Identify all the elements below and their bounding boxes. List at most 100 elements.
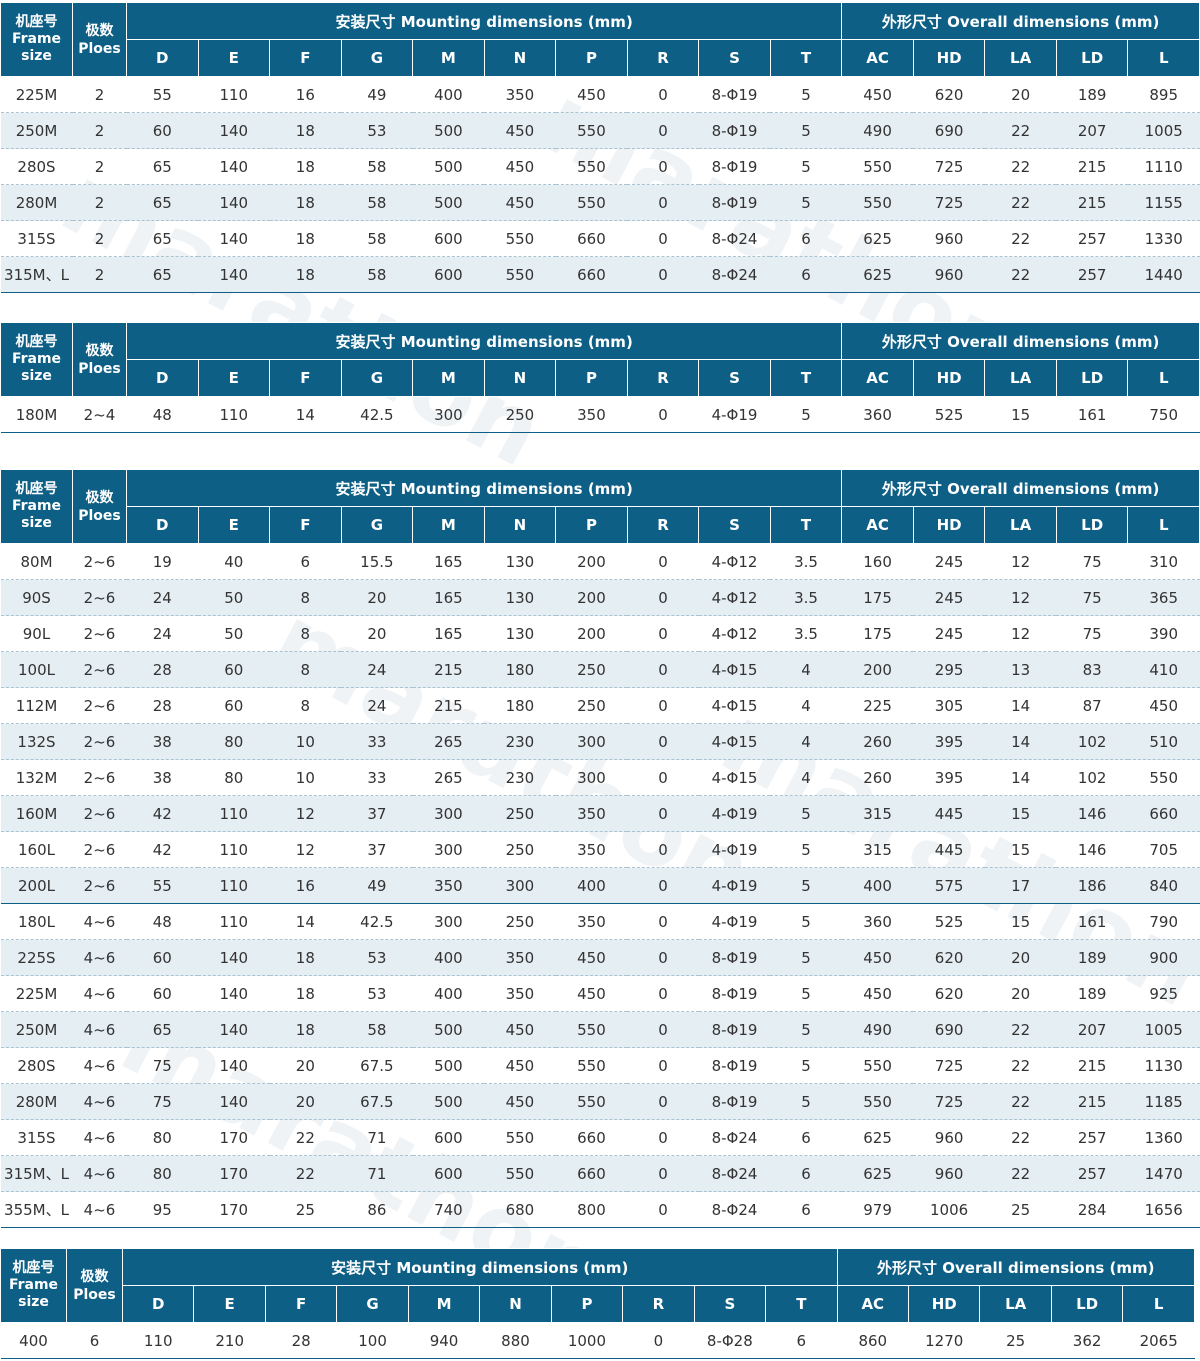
frame-size-cell: 315M、L — [0, 1155, 73, 1192]
poles-cell: 2 — [72, 148, 127, 185]
dimension-cell: 180 — [484, 687, 556, 724]
dimension-cell: 22 — [984, 256, 1057, 293]
dimension-cell: 5 — [770, 148, 842, 185]
dimension-cell: 257 — [1056, 220, 1128, 257]
dimension-cell: 80 — [198, 759, 270, 796]
dimension-cell: 215 — [1056, 184, 1128, 221]
column-header-g: G — [340, 506, 414, 544]
column-header-f: F — [269, 359, 342, 397]
dimension-cell: 960 — [913, 1119, 985, 1156]
column-header-t: T — [769, 506, 843, 544]
frame-size-cell: 100L — [0, 651, 73, 688]
table-row: 280S 2 65 140 18 58 500 450 550 0 8-Φ19 5 550 725 22 21… — [0, 148, 1200, 185]
dimension-cell: 350 — [484, 76, 556, 113]
dimension-cell: 4-Φ12 — [698, 543, 771, 580]
dimension-cell: 4-Φ19 — [698, 396, 771, 433]
dimension-cell: 0 — [627, 1155, 699, 1192]
dimension-cell: 15 — [984, 396, 1057, 433]
dimension-cell: 8-Φ19 — [698, 148, 771, 185]
poles-cell: 4~6 — [72, 1083, 127, 1120]
frame-size-header: 机座号 Frame size — [0, 2, 73, 77]
dimension-cell: 24 — [126, 615, 199, 652]
dimension-cell: 660 — [555, 256, 628, 293]
table-body: 180M 2~4 48 110 14 42.5 300 250 350 0 4-Φ19 5 360 525… — [0, 396, 1200, 433]
dimension-cell: 49 — [341, 867, 413, 904]
table-row: 160L 2~6 42 110 12 37 300 250 350 0 4-Φ19 5 315 445 15… — [0, 831, 1200, 868]
dimension-cell: 75 — [1056, 543, 1128, 580]
dimension-cell: 53 — [341, 939, 413, 976]
dimension-cell: 22 — [984, 1119, 1057, 1156]
dimension-cell: 186 — [1056, 867, 1128, 904]
table-row: 315S 4~6 80 170 22 71 600 550 660 0 8-Φ24 6 625 960 22… — [0, 1119, 1200, 1156]
dimension-cell: 1330 — [1127, 220, 1200, 257]
dimension-cell: 230 — [484, 723, 556, 760]
table-header: 机座号 Frame size 极数 Ploes 安装尺寸 Mounting dimen… — [0, 469, 1200, 544]
dimension-cell: 189 — [1056, 939, 1128, 976]
dimension-cell: 300 — [412, 795, 485, 832]
dimension-cell: 110 — [198, 867, 270, 904]
dimension-cell: 95 — [126, 1191, 199, 1228]
dimension-cell: 140 — [198, 148, 270, 185]
dimension-cell: 58 — [341, 184, 413, 221]
table-row: 315S 2 65 140 18 58 600 550 660 0 8-Φ24 6 625 960 22 25… — [0, 220, 1200, 257]
column-header-ld: LD — [1050, 1285, 1124, 1323]
dimension-cell: 1000 — [551, 1322, 623, 1359]
dimension-cell: 207 — [1056, 1011, 1128, 1048]
poles-header: 极数 Ploes — [72, 322, 127, 397]
dimension-cell: 550 — [555, 1011, 628, 1048]
column-header-t: T — [769, 39, 843, 77]
dimension-cell: 58 — [341, 148, 413, 185]
dimension-cell: 660 — [555, 1119, 628, 1156]
dimension-cell: 445 — [913, 795, 985, 832]
dimension-cell: 24 — [126, 579, 199, 616]
dimension-cell: 75 — [126, 1083, 199, 1120]
dimension-cell: 110 — [198, 795, 270, 832]
frame-size-cell: 112M — [0, 687, 73, 724]
table-row: 280M 2 65 140 18 58 500 450 550 0 8-Φ19 5 550 725 22 21… — [0, 184, 1200, 221]
column-header-n: N — [479, 1285, 552, 1323]
dimension-cell: 215 — [1056, 1083, 1128, 1120]
dimension-cell: 58 — [341, 220, 413, 257]
dimension-cell: 300 — [484, 867, 556, 904]
dimension-cell: 28 — [126, 687, 199, 724]
dimension-cell: 48 — [126, 396, 199, 433]
frame-size-header: 机座号 Frame size — [0, 322, 73, 397]
table-row: 400 6 110 210 28 100 940 880 1000 0 8-Φ28 6 860 1270 2… — [0, 1322, 1195, 1359]
dimension-cell: 140 — [198, 220, 270, 257]
column-header-g: G — [340, 359, 414, 397]
poles-cell: 2~4 — [72, 396, 127, 433]
dimension-cell: 0 — [627, 1011, 699, 1048]
dimension-cell: 0 — [627, 76, 699, 113]
dimension-cell: 55 — [126, 867, 199, 904]
column-header-f: F — [269, 39, 342, 77]
dimension-cell: 790 — [1127, 903, 1200, 940]
poles-cell: 2~6 — [72, 759, 127, 796]
poles-cell: 2~6 — [72, 831, 127, 868]
dimension-cell: 20 — [984, 939, 1057, 976]
dimension-cell: 4-Φ15 — [698, 723, 771, 760]
dimension-cell: 250 — [484, 903, 556, 940]
dimension-cell: 8-Φ19 — [698, 76, 771, 113]
dimension-cell: 490 — [841, 1011, 914, 1048]
dimension-cell: 15 — [984, 795, 1057, 832]
dimension-cell: 8-Φ28 — [694, 1322, 766, 1359]
dimension-cell: 4 — [770, 651, 842, 688]
mounting-dimensions-header: 安装尺寸 Mounting dimensions (mm) — [125, 322, 843, 360]
dimension-cell: 225 — [841, 687, 914, 724]
dimension-cell: 525 — [913, 903, 985, 940]
dimension-cell: 17 — [984, 867, 1057, 904]
column-header-row: D E F G M N P R S T AC HD LA LD L — [1, 39, 1200, 77]
dimension-cell: 265 — [412, 759, 485, 796]
dimension-cell: 445 — [913, 831, 985, 868]
dimension-cell: 60 — [126, 975, 199, 1012]
table-row: 200L 2~6 55 110 16 49 350 300 400 0 4-Φ19 5 400 575 17… — [0, 867, 1200, 904]
dimension-cell: 315 — [841, 795, 914, 832]
column-header-hd: HD — [912, 39, 986, 77]
dimension-cell: 110 — [198, 396, 270, 433]
dimension-cell: 230 — [484, 759, 556, 796]
dimension-cell: 215 — [412, 651, 485, 688]
dimension-cell: 4-Φ19 — [698, 795, 771, 832]
dimension-cell: 0 — [627, 723, 699, 760]
column-header-s: S — [698, 39, 771, 77]
frame-size-cell: 160M — [0, 795, 73, 832]
